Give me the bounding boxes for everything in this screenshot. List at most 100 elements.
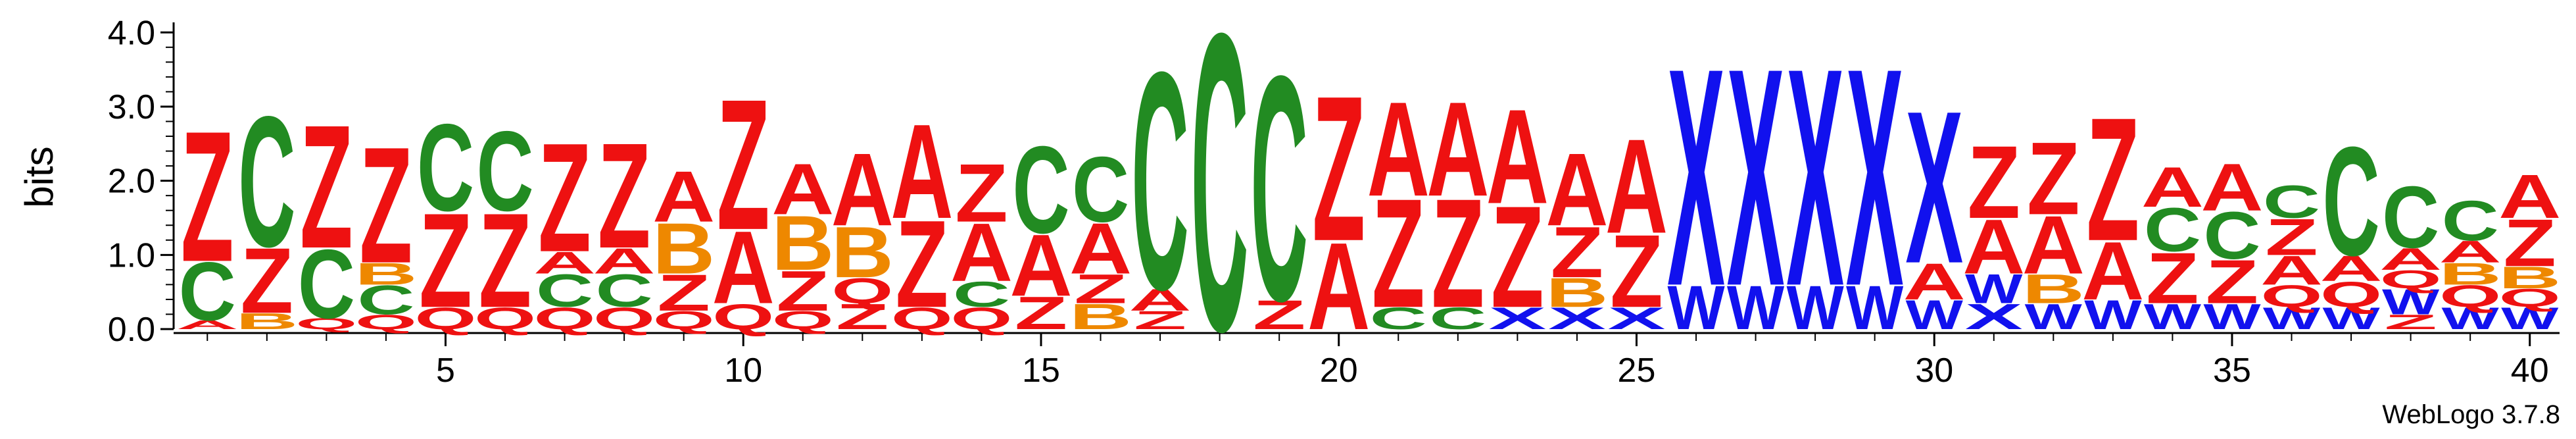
logo-letter-a: A (950, 206, 1013, 299)
logo-letter-z: Z (836, 297, 888, 337)
logo-letter-w: W (2203, 297, 2260, 338)
logo-letter-w: W (2084, 292, 2142, 338)
logo-letter-a: A (176, 318, 239, 332)
logo-letter-a: A (1426, 74, 1489, 224)
logo-letter-q: Q (653, 306, 715, 335)
logo-letter-w: W (2382, 282, 2439, 323)
logo-letter-z: Z (2087, 80, 2139, 277)
logo-letter-w: W (1667, 272, 1725, 342)
logo-letter-c: C (1251, 9, 1308, 368)
logo-letter-q: Q (2439, 279, 2501, 314)
y-axis-label: bits (17, 146, 61, 207)
logo-letter-z: Z (1432, 167, 1484, 340)
logo-letter-a: A (2081, 225, 2144, 318)
logo-letter-c: C (179, 245, 236, 338)
logo-letter-z: Z (1372, 167, 1424, 340)
logo-letter-b: B (354, 256, 417, 291)
logo-letter-z: Z (1968, 124, 2020, 240)
logo-letter-x: X (1667, 4, 1725, 351)
logo-letter-z: Z (181, 92, 233, 301)
logo-letter-c: C (1072, 138, 1129, 242)
logo-letter-c: C (357, 277, 414, 323)
logo-letter-q: Q (593, 301, 655, 336)
logo-letter-a: A (1486, 82, 1549, 232)
logo-letter-a: A (2320, 249, 2383, 289)
logo-letter-q: Q (295, 315, 357, 332)
logo-letter-q: Q (2261, 279, 2323, 314)
logo-letter-z: Z (2146, 238, 2199, 319)
logo-letter-q: Q (831, 271, 893, 311)
logo-letter-z: Z (2265, 208, 2318, 266)
logo-letter-q: Q (891, 301, 953, 336)
logo-letter-a: A (1367, 74, 1430, 224)
logo-letter-q: Q (2499, 284, 2561, 313)
logo-letter-z: Z (777, 259, 829, 323)
logo-letter-q: Q (712, 296, 774, 337)
logo-letter-z: Z (300, 88, 352, 285)
logo-letter-b: B (2439, 256, 2502, 291)
logo-letter-a: A (652, 156, 715, 237)
logo-letter-c: C (2382, 168, 2439, 266)
logo-letter-a: A (831, 132, 894, 247)
logo-letter-z: Z (1253, 292, 1305, 338)
logo-letter-a: A (771, 149, 834, 230)
logo-letter-a: A (2141, 155, 2204, 219)
logo-letter-b: B (652, 208, 715, 289)
logo-letter-a: A (2200, 149, 2263, 225)
logo-letter-z: Z (419, 186, 472, 336)
logo-letter-c: C (2442, 189, 2499, 252)
logo-letter-z: Z (598, 112, 650, 280)
logo-letter-w: W (2144, 297, 2201, 338)
logo-letter-a: A (533, 245, 596, 280)
chart-axes: 0.0 1.0 2.0 3.0 4.0 bits 5 10 15 20 25 30 35 40 (17, 14, 2560, 390)
y-tick-label: 0.0 (108, 311, 155, 349)
x-tick-label: 5 (436, 351, 455, 390)
logo-letter-q: Q (2380, 265, 2442, 294)
logo-letter-b: B (831, 211, 894, 292)
logo-letter-a: A (1605, 111, 1668, 261)
logo-letter-z: Z (2503, 205, 2556, 280)
weblogo-credit: WebLogo 3.7.8 (2382, 400, 2560, 429)
logo-letter-a: A (890, 97, 953, 247)
logo-letter-z: Z (955, 147, 1008, 240)
logo-letter-a: A (2379, 242, 2442, 276)
logo-letter-c: C (1429, 301, 1486, 336)
logo-letter-c: C (2322, 114, 2379, 288)
logo-letter-z: Z (1610, 213, 1663, 329)
logo-letter-a: A (1307, 218, 1370, 356)
logo-letter-w: W (1906, 292, 1964, 338)
x-tick-label: 40 (2511, 351, 2549, 390)
logo-letter-a: A (2260, 247, 2323, 294)
logo-letter-w: W (1727, 272, 1785, 342)
logo-letter-z: Z (2206, 247, 2258, 317)
logo-letter-x: X (1727, 4, 1785, 351)
logo-letter-c: C (1131, 8, 1188, 355)
logo-letter-w: W (2025, 297, 2082, 338)
logo-letter-b: B (235, 309, 298, 334)
logo-letter-c: C (1012, 120, 1069, 259)
x-tick-label: 30 (1915, 351, 1953, 390)
logo-letter-q: Q (2320, 274, 2382, 315)
logo-letter-w: W (2442, 301, 2500, 336)
logo-letter-a: A (1545, 132, 1608, 247)
logo-letter-c: C (417, 98, 474, 237)
logo-letter-q: Q (355, 310, 417, 333)
logo-letter-z: Z (538, 111, 591, 284)
logo-letter-z: Z (896, 195, 948, 334)
logo-letter-z: Z (717, 60, 769, 269)
logo-letter-z: Z (479, 186, 531, 336)
logo-letter-c: C (298, 229, 355, 339)
logo-letter-a: A (1009, 217, 1072, 315)
logo-letter-a: A (593, 241, 656, 281)
logo-letter-c: C (238, 78, 295, 286)
logo-letter-b: B (2498, 260, 2561, 295)
logo-letter-x: X (1548, 301, 1606, 336)
logo-letter-x: X (1846, 4, 1904, 351)
y-tick-label: 1.0 (108, 236, 155, 274)
logo-letter-z: Z (360, 113, 412, 298)
logo-letter-z: Z (1551, 211, 1603, 292)
y-tick-label: 4.0 (108, 14, 155, 52)
logo-letter-c: C (536, 265, 593, 317)
logo-letter-z: Z (241, 228, 293, 332)
